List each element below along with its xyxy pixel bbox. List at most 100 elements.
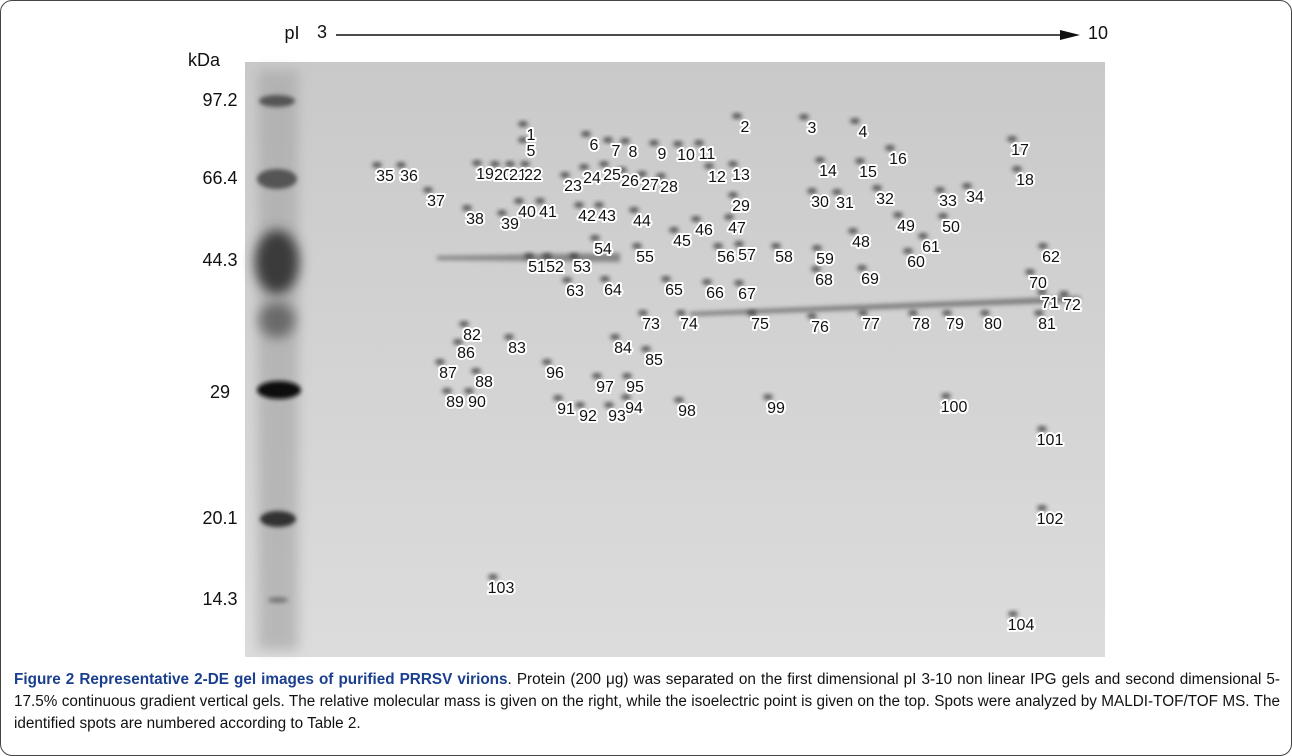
spot-label: 76 bbox=[811, 319, 829, 336]
spot-label: 17 bbox=[1011, 142, 1029, 159]
spot-label: 104 bbox=[1008, 617, 1035, 634]
protein-spot bbox=[622, 373, 632, 379]
protein-spot bbox=[1025, 269, 1035, 275]
protein-spot bbox=[893, 212, 903, 218]
spot-label: 84 bbox=[614, 340, 632, 357]
spot-label: 54 bbox=[594, 241, 612, 258]
protein-spot bbox=[524, 253, 534, 259]
spot-label: 82 bbox=[463, 327, 481, 344]
protein-spot bbox=[599, 161, 609, 167]
spot-label: 18 bbox=[1016, 172, 1034, 189]
spot-label: 32 bbox=[876, 191, 894, 208]
spot-label: 77 bbox=[862, 316, 880, 333]
protein-spot bbox=[942, 310, 952, 316]
spot-label: 98 bbox=[678, 403, 696, 420]
pi-label: pI bbox=[284, 23, 299, 43]
spot-label: 81 bbox=[1038, 316, 1056, 333]
protein-spot bbox=[600, 276, 610, 282]
spot-label: 83 bbox=[508, 340, 526, 357]
gel-figure: kDa pI 3 10 97.266.444.32920.114.3123456… bbox=[0, 0, 1292, 756]
caption: Figure 2 Representative 2-DE gel images … bbox=[14, 669, 1280, 735]
caption-label: Figure 2 bbox=[14, 671, 74, 688]
spot-label: 58 bbox=[775, 249, 793, 266]
protein-spot bbox=[488, 574, 498, 580]
spot-label: 53 bbox=[573, 259, 591, 276]
protein-spot bbox=[592, 373, 602, 379]
protein-spot bbox=[453, 339, 463, 345]
spot-label: 62 bbox=[1042, 249, 1060, 266]
protein-spot bbox=[669, 227, 679, 233]
spot-label: 28 bbox=[660, 179, 678, 196]
protein-spot bbox=[471, 368, 481, 374]
spot-label: 44 bbox=[633, 213, 651, 230]
protein-spot bbox=[807, 188, 817, 194]
protein-spot bbox=[542, 359, 552, 365]
protein-spot bbox=[590, 235, 600, 241]
protein-spot bbox=[747, 310, 757, 316]
protein-spot bbox=[581, 131, 591, 137]
protein-spot bbox=[462, 205, 472, 211]
protein-spot bbox=[734, 241, 744, 247]
spot-label: 97 bbox=[596, 379, 614, 396]
spot-label: 91 bbox=[557, 401, 575, 418]
spot-label: 92 bbox=[579, 408, 597, 425]
spot-label: 26 bbox=[621, 173, 639, 190]
protein-spot bbox=[575, 402, 585, 408]
spot-label: 72 bbox=[1063, 297, 1081, 314]
protein-spot bbox=[1008, 611, 1018, 617]
spot-label: 37 bbox=[427, 193, 445, 210]
page: {"axes": {"pi_label": "pI", "pi_start": … bbox=[0, 0, 1292, 756]
spot-label: 67 bbox=[738, 286, 756, 303]
protein-spot bbox=[553, 395, 563, 401]
protein-spot bbox=[632, 243, 642, 249]
protein-spot bbox=[535, 198, 545, 204]
protein-spot bbox=[579, 164, 589, 170]
protein-spot bbox=[661, 276, 671, 282]
mass-marker-label: 97.2 bbox=[202, 90, 237, 110]
spot-label: 27 bbox=[641, 177, 659, 194]
spot-label: 29 bbox=[732, 198, 750, 215]
spot-label: 23 bbox=[564, 178, 582, 195]
protein-spot bbox=[629, 207, 639, 213]
spot-label: 59 bbox=[816, 251, 834, 268]
spot-label: 7 bbox=[612, 143, 621, 160]
spot-label: 34 bbox=[966, 189, 984, 206]
spot-label: 6 bbox=[590, 137, 599, 154]
spot-label: 57 bbox=[738, 247, 756, 264]
spot-label: 1 bbox=[527, 127, 536, 144]
mass-unit: kDa bbox=[188, 50, 221, 70]
spot-label: 90 bbox=[468, 394, 486, 411]
protein-spot bbox=[638, 310, 648, 316]
spot-label: 35 bbox=[376, 168, 394, 185]
protein-spot bbox=[514, 198, 524, 204]
protein-spot bbox=[649, 140, 659, 146]
spot-label: 39 bbox=[501, 216, 519, 233]
spot-label: 45 bbox=[673, 233, 691, 250]
spot-label: 43 bbox=[598, 208, 616, 225]
spot-label: 38 bbox=[466, 211, 484, 228]
spot-label: 65 bbox=[665, 282, 683, 299]
protein-spot bbox=[641, 346, 651, 352]
spot-label: 69 bbox=[861, 271, 879, 288]
spot-label: 40 bbox=[518, 204, 536, 221]
spot-label: 94 bbox=[625, 400, 643, 417]
spot-label: 11 bbox=[699, 146, 716, 163]
spot-label: 89 bbox=[446, 394, 464, 411]
spot-label: 56 bbox=[717, 249, 735, 266]
spot-label: 66 bbox=[706, 285, 724, 302]
spot-label: 88 bbox=[475, 374, 493, 391]
protein-spot bbox=[832, 189, 842, 195]
spot-label: 15 bbox=[859, 164, 877, 181]
protein-spot bbox=[704, 163, 714, 169]
spot-label: 36 bbox=[400, 168, 418, 185]
spot-label: 68 bbox=[815, 272, 833, 289]
protein-spot bbox=[518, 121, 528, 127]
spot-label: 47 bbox=[728, 220, 746, 237]
protein-spot bbox=[908, 310, 918, 316]
protein-spot bbox=[1037, 426, 1047, 432]
spot-label: 52 bbox=[546, 259, 564, 276]
protein-spot bbox=[505, 161, 515, 167]
spot-label: 78 bbox=[912, 316, 930, 333]
protein-spot bbox=[673, 141, 683, 147]
spot-label: 8 bbox=[629, 144, 638, 161]
